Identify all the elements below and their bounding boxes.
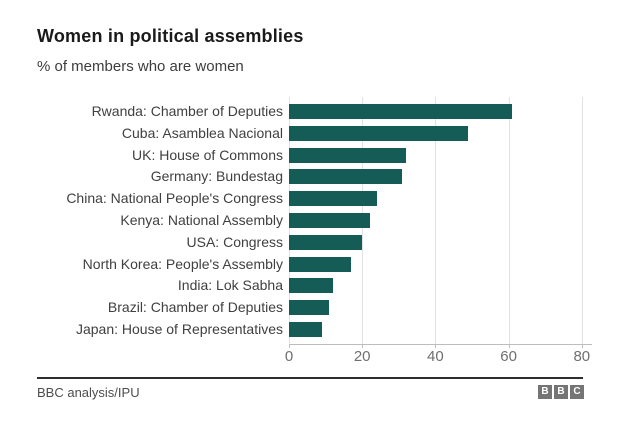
bar — [289, 300, 330, 316]
category-label: Rwanda: Chamber of Deputies — [91, 103, 283, 119]
bar — [289, 169, 403, 185]
gridline-80 — [581, 97, 583, 344]
category-label: USA: Congress — [186, 233, 283, 250]
tick-label-60: 60 — [500, 348, 517, 365]
tick-label-80: 80 — [573, 348, 591, 365]
tick-mark-80 — [581, 344, 583, 348]
source-credit: BBC analysis/IPU — [37, 385, 140, 400]
category-label: UK: House of Commons — [132, 146, 283, 163]
tick-label-20: 20 — [353, 348, 371, 365]
category-label: China: National People's Congress — [66, 190, 283, 207]
tick-mark-0 — [289, 344, 290, 348]
category-label: Kenya: National Assembly — [120, 212, 283, 228]
bar — [289, 104, 513, 119]
gridline-60 — [508, 97, 510, 344]
tick-label-40: 40 — [427, 348, 444, 365]
bar — [289, 234, 363, 250]
tick-mark-20 — [362, 344, 364, 348]
bar — [289, 322, 322, 337]
tick-label-0: 0 — [284, 348, 294, 365]
bbc-logo-block: B — [538, 385, 552, 399]
x-axis-line — [289, 344, 592, 345]
category-label: Brazil: Chamber of Deputies — [107, 299, 283, 316]
bar — [289, 278, 333, 294]
category-label: India: Lok Sabha — [177, 277, 283, 294]
chart-title: Women in political assemblies — [37, 26, 304, 46]
category-label: Japan: House of Representatives — [75, 321, 283, 337]
bar — [289, 125, 469, 141]
category-label: Cuba: Asamblea Nacional — [121, 124, 283, 141]
category-label: North Korea: People's Assembly — [82, 255, 283, 272]
category-label: Germany: Bundestag — [150, 168, 283, 185]
bbc-logo-block: B — [554, 385, 568, 399]
tick-mark-60 — [508, 344, 510, 348]
bar — [289, 191, 377, 207]
bar — [289, 213, 370, 228]
bar — [289, 147, 407, 163]
bbc-logo-block: C — [570, 385, 584, 399]
chart-subtitle: % of members who are women — [37, 58, 244, 75]
gridline-40 — [435, 97, 437, 344]
bar — [289, 256, 352, 272]
footer-divider — [37, 377, 583, 379]
tick-mark-40 — [435, 344, 437, 348]
plot-area — [289, 97, 592, 344]
